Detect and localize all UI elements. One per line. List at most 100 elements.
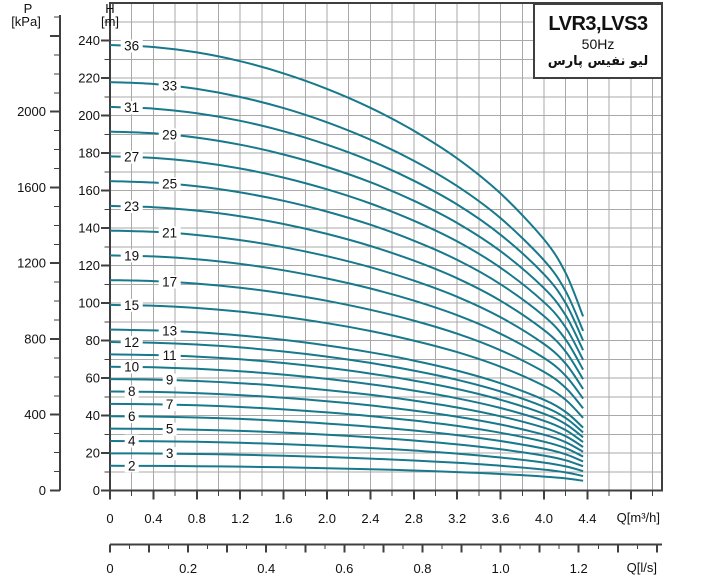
curve-stage-33 <box>109 81 585 332</box>
svg-text:0: 0 <box>93 483 100 498</box>
curve-label-bg-9 <box>162 373 177 387</box>
curve-label-bg-19 <box>120 249 143 263</box>
svg-text:0: 0 <box>106 561 113 576</box>
curve-label-bg-15 <box>120 298 143 312</box>
svg-text:80: 80 <box>86 333 100 348</box>
curve-stage-25 <box>109 180 584 371</box>
curve-label-bg-17 <box>158 275 181 289</box>
curve-label-10: 10 <box>124 360 139 375</box>
curve-label-19: 19 <box>124 248 139 263</box>
curve-label-bg-5 <box>162 422 177 436</box>
curve-label-bg-27 <box>120 150 143 164</box>
svg-text:2.8: 2.8 <box>405 511 423 526</box>
head-axis: 0 20 40 60 80 100 120 140 160 180 200 220 240 <box>78 21 110 498</box>
curve-label-8: 8 <box>128 384 136 399</box>
curve-stage-36 <box>109 44 585 317</box>
curve-stage-3 <box>109 452 584 477</box>
curve-stage-27 <box>109 155 584 361</box>
curve-label-33: 33 <box>162 78 177 93</box>
svg-text:1600: 1600 <box>17 180 46 195</box>
svg-text:2.0: 2.0 <box>318 511 336 526</box>
svg-text:0.8: 0.8 <box>413 561 431 576</box>
svg-text:0.8: 0.8 <box>188 511 206 526</box>
curve-stage-13 <box>109 328 584 429</box>
curve-stage-23 <box>109 204 584 380</box>
svg-text:0.4: 0.4 <box>257 561 275 576</box>
curve-label-bg-3 <box>162 447 177 461</box>
svg-text:100: 100 <box>78 296 100 311</box>
curve-label-bg-25 <box>158 177 181 191</box>
flow-m3h-axis: 0 0.4 0.8 1.2 1.6 2.0 2.4 2.8 3.2 3.6 4.0 4.4 <box>106 490 653 526</box>
svg-text:1.0: 1.0 <box>492 561 510 576</box>
svg-text:60: 60 <box>86 371 100 386</box>
svg-text:200: 200 <box>78 108 100 123</box>
svg-text:40: 40 <box>86 408 100 423</box>
curve-stage-4 <box>109 440 584 473</box>
curve-stage-12 <box>109 341 584 434</box>
curve-label-21: 21 <box>162 225 177 240</box>
brand-label: لیو نفیس پارس <box>547 53 649 69</box>
curve-label-bg-11 <box>158 349 181 363</box>
svg-text:1.2: 1.2 <box>570 561 588 576</box>
curve-label-bg-31 <box>120 101 143 115</box>
flow-m3h-axis-label: Q[m³/h] <box>616 510 660 525</box>
model-title: LVR3,LVS3 <box>548 12 648 35</box>
svg-text:4.4: 4.4 <box>578 511 596 526</box>
curve-label-3: 3 <box>166 446 174 461</box>
curve-label-2: 2 <box>128 458 136 473</box>
curve-stage-17 <box>109 279 584 409</box>
svg-text:0.4: 0.4 <box>144 511 162 526</box>
curve-label-31: 31 <box>124 100 139 115</box>
svg-text:160: 160 <box>78 183 100 198</box>
curve-label-29: 29 <box>162 127 177 142</box>
curve-label-bg-33 <box>158 79 181 93</box>
curve-label-17: 17 <box>162 275 177 290</box>
curve-label-bg-21 <box>158 226 181 240</box>
curve-label-7: 7 <box>166 397 174 412</box>
svg-text:3.6: 3.6 <box>492 511 510 526</box>
flow-ls-axis-label: Q[l/s] <box>626 560 657 575</box>
svg-text:1.6: 1.6 <box>275 511 293 526</box>
curves <box>109 44 585 482</box>
curve-stage-21 <box>109 229 584 390</box>
title-box: LVR3,LVS3 50Hz لیو نفیس پارس <box>533 3 663 79</box>
frequency-label: 50Hz <box>581 35 615 52</box>
curve-label-bg-6 <box>124 409 139 423</box>
svg-text:800: 800 <box>24 331 46 346</box>
curve-label-23: 23 <box>124 199 139 214</box>
curve-label-bg-13 <box>158 324 181 338</box>
curve-label-4: 4 <box>128 434 136 449</box>
curve-label-bg-23 <box>120 200 143 214</box>
head-axis-name: H <box>105 1 115 16</box>
curve-label-bg-29 <box>158 128 181 142</box>
curve-stage-19 <box>109 254 584 400</box>
curve-label-12: 12 <box>124 335 139 350</box>
pressure-axis-name: P <box>23 1 33 16</box>
curve-label-bg-10 <box>120 360 143 374</box>
curve-stage-15 <box>109 303 584 419</box>
curve-label-15: 15 <box>124 298 139 313</box>
curve-label-11: 11 <box>163 348 177 363</box>
svg-text:1.2: 1.2 <box>231 511 249 526</box>
svg-text:3.2: 3.2 <box>448 511 466 526</box>
svg-text:2000: 2000 <box>17 104 46 119</box>
curve-stage-2 <box>109 464 584 482</box>
svg-text:120: 120 <box>78 258 100 273</box>
curve-label-bg-36 <box>120 39 143 53</box>
curve-label-bg-8 <box>124 385 139 399</box>
svg-text:140: 140 <box>78 221 100 236</box>
curve-label-bg-4 <box>124 434 139 448</box>
curve-stage-7 <box>109 402 584 458</box>
pressure-axis-unit: [kPa] <box>11 14 41 29</box>
curve-label-bg-2 <box>124 459 139 473</box>
svg-text:0: 0 <box>39 483 46 498</box>
svg-text:20: 20 <box>86 446 100 461</box>
svg-text:0.6: 0.6 <box>335 561 353 576</box>
curve-label-13: 13 <box>162 324 177 339</box>
curve-stage-8 <box>109 390 584 453</box>
head-axis-unit: [m] <box>100 14 120 29</box>
curve-label-27: 27 <box>124 150 139 165</box>
